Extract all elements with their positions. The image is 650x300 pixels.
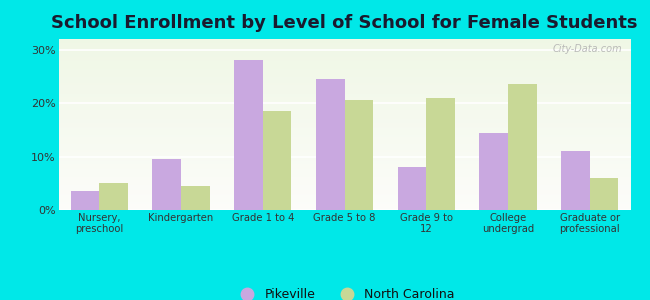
Bar bbox=[590, 178, 618, 210]
Bar bbox=[181, 186, 210, 210]
Bar bbox=[508, 84, 536, 210]
Bar bbox=[153, 159, 181, 210]
Bar bbox=[71, 191, 99, 210]
Title: School Enrollment by Level of School for Female Students: School Enrollment by Level of School for… bbox=[51, 14, 638, 32]
Bar bbox=[234, 60, 263, 210]
Bar bbox=[561, 151, 590, 210]
Bar bbox=[344, 100, 373, 210]
Text: City-Data.com: City-Data.com bbox=[552, 44, 622, 54]
Bar bbox=[479, 133, 508, 210]
Bar bbox=[316, 79, 344, 210]
Bar bbox=[426, 98, 455, 210]
Bar bbox=[99, 183, 128, 210]
Bar bbox=[398, 167, 426, 210]
Bar bbox=[263, 111, 291, 210]
Legend: Pikeville, North Carolina: Pikeville, North Carolina bbox=[229, 283, 460, 300]
